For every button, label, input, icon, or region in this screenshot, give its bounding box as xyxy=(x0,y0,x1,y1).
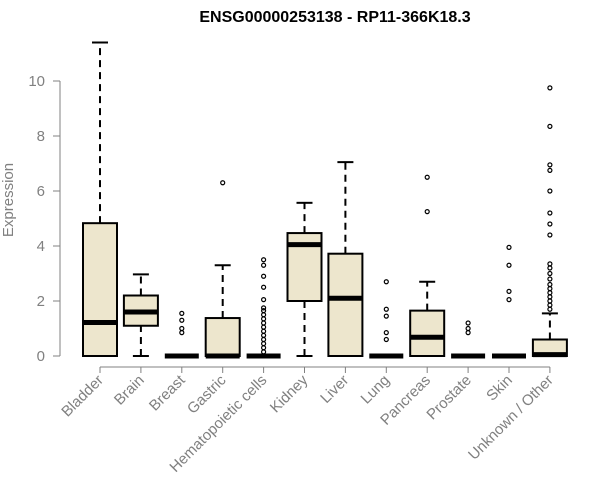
outlier-point xyxy=(506,262,512,268)
outlier-point xyxy=(547,261,553,267)
outlier-point xyxy=(383,330,389,336)
box-pancreas xyxy=(409,174,446,357)
outlier-point xyxy=(547,221,553,227)
outlier-point xyxy=(547,286,553,292)
outlier-point xyxy=(261,345,267,351)
outlier-point xyxy=(547,294,553,300)
outlier-point xyxy=(261,316,267,322)
outlier-point xyxy=(424,209,430,215)
y-tick-label: 4 xyxy=(37,238,45,255)
box-kidney xyxy=(286,201,323,357)
outlier-point xyxy=(261,336,267,343)
outlier-point xyxy=(547,188,553,194)
outlier-point xyxy=(261,349,267,355)
outlier-point xyxy=(383,279,389,285)
y-axis: 0 2 4 6 8 10 xyxy=(28,73,61,365)
box-series xyxy=(82,41,568,359)
outlier-point xyxy=(506,244,512,250)
box-skin xyxy=(492,244,526,359)
outlier-point xyxy=(179,325,185,332)
outlier-point xyxy=(261,308,267,314)
y-tick-label: 0 xyxy=(37,348,45,365)
outlier-point xyxy=(179,317,185,323)
y-tick-label: 2 xyxy=(37,293,45,310)
box-unknown-other xyxy=(531,85,568,358)
x-tick-label: Brain xyxy=(111,372,148,409)
x-tick-label: Bladder xyxy=(58,372,107,421)
outlier-point xyxy=(383,313,389,319)
x-tick-label: Prostate xyxy=(423,372,475,424)
chart-title: ENSG00000253138 - RP11-366K18.3 xyxy=(199,9,470,26)
outlier-point xyxy=(383,306,389,312)
outlier-point xyxy=(261,305,267,311)
outlier-point xyxy=(179,330,185,336)
outlier-point xyxy=(465,330,471,336)
outlier-point xyxy=(261,328,267,334)
outlier-point xyxy=(506,288,512,294)
outlier-point xyxy=(547,265,553,271)
outlier-point xyxy=(547,85,553,91)
outlier-point xyxy=(547,232,553,238)
outlier-point xyxy=(261,284,267,290)
x-tick-label: Liver xyxy=(317,372,352,407)
outlier-point xyxy=(547,290,553,296)
x-tick-label: Kidney xyxy=(267,371,312,416)
outlier-point xyxy=(261,320,267,326)
outlier-point xyxy=(547,270,553,277)
outlier-point xyxy=(220,180,226,186)
y-axis-title: Expression xyxy=(0,163,17,237)
outlier-point xyxy=(547,281,553,288)
y-tick-label: 10 xyxy=(28,73,45,90)
outlier-point xyxy=(547,298,553,304)
outlier-point xyxy=(261,297,267,303)
box-body xyxy=(82,222,118,357)
outlier-point xyxy=(506,297,512,303)
outlier-point xyxy=(547,167,553,173)
outlier-point xyxy=(261,312,267,318)
outlier-point xyxy=(465,325,471,332)
outlier-point xyxy=(547,162,553,168)
box-prostate xyxy=(451,320,486,359)
y-tick-label: 8 xyxy=(37,128,45,145)
x-tick-label: Skin xyxy=(483,372,516,405)
outlier-point xyxy=(465,320,471,326)
outlier-point xyxy=(547,302,553,308)
outlier-point xyxy=(424,174,430,180)
outlier-point xyxy=(547,123,553,129)
outlier-point xyxy=(261,262,267,268)
box-gastric xyxy=(204,180,241,359)
outlier-point xyxy=(547,306,553,312)
box-body xyxy=(204,317,241,357)
outlier-point xyxy=(261,324,267,330)
box-body xyxy=(327,252,364,357)
outlier-point xyxy=(261,332,267,338)
outlier-point xyxy=(179,310,185,316)
x-tick-label: Breast xyxy=(146,371,189,414)
box-hematopoietic-cells xyxy=(246,257,281,359)
box-brain xyxy=(122,273,159,357)
x-tick-label: Lung xyxy=(358,372,394,408)
box-liver xyxy=(327,161,364,357)
y-tick-label: 6 xyxy=(37,183,45,200)
outlier-point xyxy=(547,276,553,282)
outlier-point xyxy=(261,257,267,263)
outlier-point xyxy=(261,341,267,347)
box-body xyxy=(409,309,446,357)
box-breast xyxy=(164,310,199,359)
box-bladder xyxy=(82,41,118,357)
outlier-point xyxy=(383,336,389,343)
outlier-point xyxy=(547,210,553,216)
box-lung xyxy=(369,279,404,359)
outlier-point xyxy=(261,273,267,279)
